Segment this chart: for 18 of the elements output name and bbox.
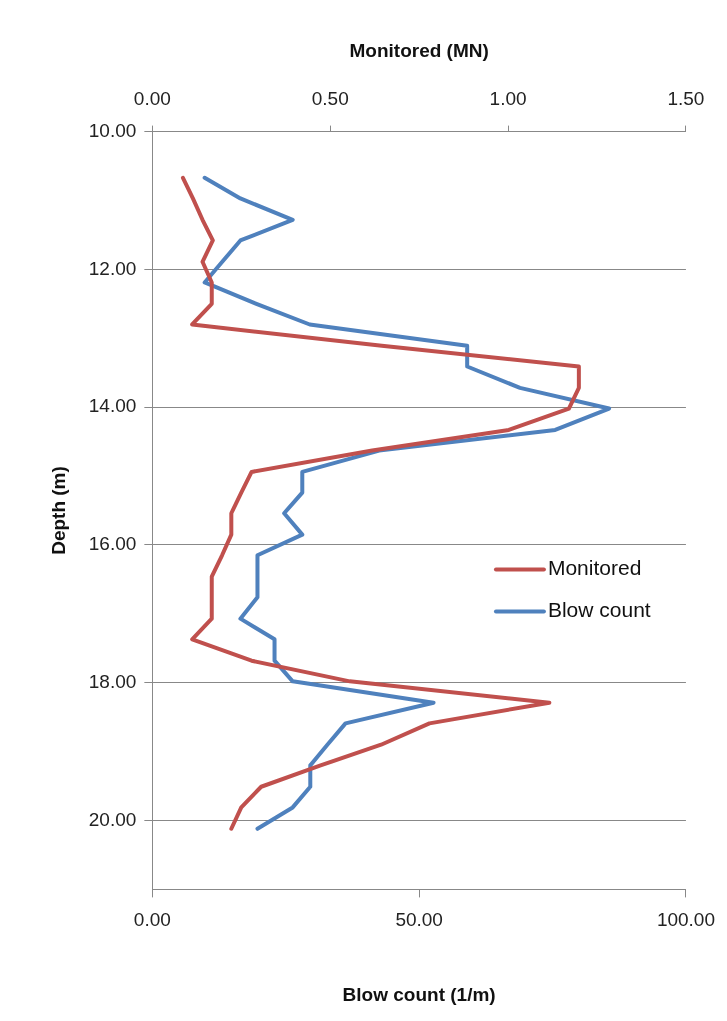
x2-axis-title: Monitored (MN) (349, 39, 489, 61)
x-tick-label: 100.00 (656, 909, 716, 931)
y-tick-label: 20.00 (88, 808, 137, 830)
y-tick-label: 16.00 (88, 533, 137, 555)
y-tick-label: 14.00 (88, 395, 137, 417)
x-axis-title: Blow count (1/m) (342, 983, 496, 1005)
y-axis-title: Depth (m) (47, 466, 69, 555)
x2-tick-label: 0.50 (311, 88, 349, 110)
y-tick-label: 10.00 (88, 119, 137, 141)
x2-tick-label: 1.00 (489, 88, 527, 110)
legend-label: Blow count (547, 598, 651, 622)
x-tick-label: 50.00 (395, 909, 443, 931)
y-tick-label: 18.00 (88, 670, 137, 692)
x-tick-label: 0.00 (133, 909, 171, 931)
x2-tick-label: 1.50 (667, 88, 705, 110)
x2-tick-label: 0.00 (133, 88, 171, 110)
legend-label: Monitored (547, 556, 642, 580)
y-tick-label: 12.00 (88, 257, 137, 279)
